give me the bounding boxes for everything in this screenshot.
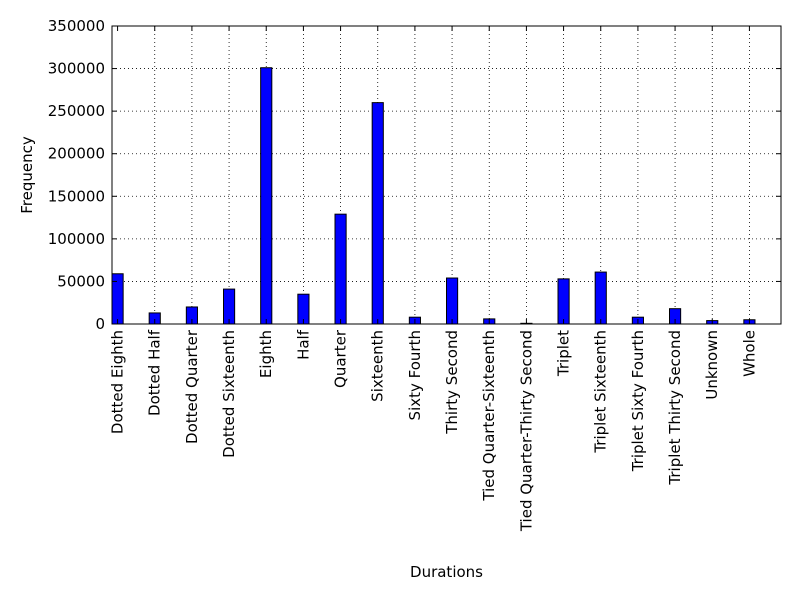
x-tick-label: Triplet Sixteenth [592,330,610,454]
x-tick-label: Sixteenth [369,330,387,402]
y-tick-label: 150000 [48,187,105,205]
x-tick-label: Half [294,329,312,360]
bar [260,67,273,325]
bar [446,277,459,325]
bar [223,288,236,325]
x-tick-label: Dotted Half [146,329,164,416]
x-tick-label: Dotted Eighth [109,330,127,434]
x-tick-label: Tied Quarter-Sixteenth [480,330,498,502]
x-tick-label: Sixty Fourth [406,330,424,420]
y-tick-label: 300000 [48,60,105,78]
y-tick-label: 50000 [57,272,105,290]
x-axis-ticks: Dotted Eighth Dotted Half Dotted Quarter Do… [109,26,758,532]
x-tick-label: Quarter [332,329,350,388]
x-tick-label: Triplet [555,330,573,377]
x-tick-label: Tied Quarter-Thirty Second [517,330,535,532]
plot-frame [111,25,782,325]
y-tick-label: 250000 [48,102,105,120]
y-tick-label: 350000 [48,17,105,35]
bar [334,213,347,325]
x-tick-label: Triplet Sixty Fourth [629,330,647,472]
x-tick-label: Dotted Sixteenth [220,330,238,458]
y-tick-label: 200000 [48,145,105,163]
bar [371,102,384,325]
x-tick-label: Thirty Second [443,330,461,435]
y-tick-label: 0 [95,315,105,333]
x-tick-label: Unknown [703,330,721,400]
bar [594,271,607,325]
x-tick-label: Dotted Quarter [183,329,201,444]
x-axis-label: Durations [410,563,483,581]
x-tick-label: Whole [740,330,758,377]
bars [111,67,756,325]
x-tick-label: Triplet Thirty Second [666,330,684,486]
y-axis-ticks: 0 50000 100000 150000 200000 250000 300000 3500… [48,17,781,333]
y-tick-label: 100000 [48,230,105,248]
y-axis-label: Frequency [18,136,36,214]
bar [557,278,570,325]
x-tick-label: Eighth [257,330,275,378]
